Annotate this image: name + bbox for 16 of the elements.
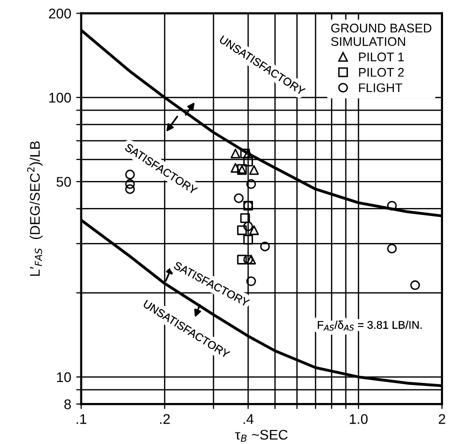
legend-title: GROUND BASED SIMULATION xyxy=(331,24,432,46)
x-tick-label: .1 xyxy=(76,414,86,424)
y-tick-label: 200 xyxy=(48,8,71,18)
y-axis-title: L′$_{FAS}$ (DEG/SEC$^{2}$)/LB xyxy=(27,141,43,276)
y-tick-label: 100 xyxy=(49,92,71,103)
legend-label: FLIGHT xyxy=(359,83,402,92)
x-tick-label: 1.0 xyxy=(350,414,368,424)
y-tick-label: 8 xyxy=(64,399,71,410)
y-tick-label: 10 xyxy=(57,372,71,382)
legend-label: PILOT 1 xyxy=(359,52,404,62)
x-tick-label: .4 xyxy=(244,414,254,424)
x-axis-title: τ$_{B}$ ~SEC xyxy=(235,430,288,442)
legend-label: PILOT 2 xyxy=(359,68,404,77)
x-tick-label: 2 xyxy=(438,414,446,424)
y-tick-label: 50 xyxy=(56,176,71,187)
x-tick-label: .2 xyxy=(160,414,170,424)
